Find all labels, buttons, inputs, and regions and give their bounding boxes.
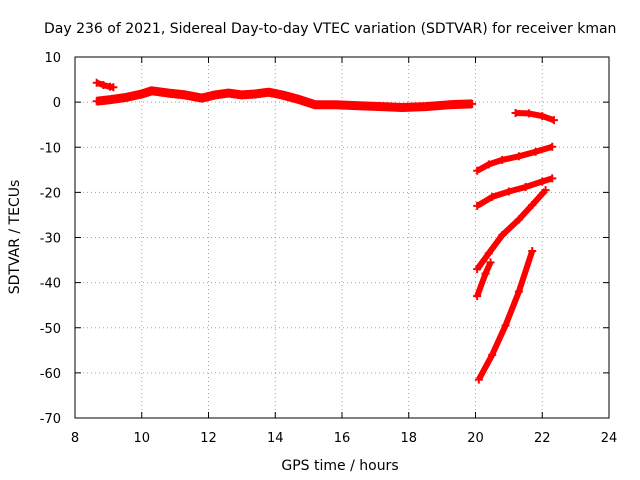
data-point [514,287,523,296]
series-late-top [515,110,555,124]
data-point [398,103,407,112]
data-point [488,350,497,359]
x-tick-label: 18 [400,431,417,446]
data-point [137,90,146,99]
data-point [501,321,510,330]
data-point [488,192,497,201]
chart-title: Day 236 of 2021, Sidereal Day-to-day VTE… [44,21,616,37]
data-point [504,187,513,196]
data-point [164,89,173,98]
data-point [468,99,477,108]
data-point [311,100,320,109]
data-point [528,201,537,210]
data-point [197,94,206,103]
data-point [498,231,507,240]
data-point [538,112,547,121]
data-point [92,78,101,87]
data-point [444,100,453,109]
data-point [294,95,303,104]
x-tick-label: 10 [133,431,150,446]
data-series [92,78,558,384]
y-tick-label: -40 [40,277,61,292]
y-tick-label: -20 [40,186,61,201]
y-tick-label: -60 [40,367,61,382]
x-axis-label: GPS time / hours [281,458,398,474]
x-tick-label: 8 [71,431,79,446]
data-point [181,90,190,99]
data-point [331,100,340,109]
series-main-band [96,86,473,112]
data-point [481,269,490,278]
series-arc-3 [474,188,548,271]
data-point [92,97,101,106]
y-tick-label: -30 [40,232,61,247]
data-point [486,258,495,267]
x-tick-label: 20 [467,431,484,446]
data-point [378,102,387,111]
data-point [473,292,482,301]
data-point [531,147,540,156]
y-tick-labels: 10 0 -10 -20 -30 -40 -50 -60 -70 [40,51,61,427]
data-point [514,215,523,224]
data-point [484,160,493,169]
y-tick-label: -70 [40,412,61,427]
data-point [548,142,557,151]
data-point [211,90,220,99]
y-tick-label: -50 [40,322,61,337]
data-point [473,265,482,274]
x-tick-label: 14 [267,431,284,446]
x-tick-label: 22 [534,431,551,446]
data-point [549,116,558,125]
data-point [421,102,430,111]
y-tick-label: 10 [44,51,61,66]
data-point [264,88,273,97]
x-tick-label: 24 [601,431,618,446]
data-point [498,155,507,164]
data-point [109,83,118,92]
data-point [147,86,156,95]
data-point [528,247,537,256]
data-point [511,108,520,117]
data-point [277,90,286,99]
data-point [473,201,482,210]
y-axis-label: SDTVAR / TECUs [7,180,23,295]
axis-ticks [74,56,610,419]
data-point [99,80,108,89]
x-tick-label: 12 [200,431,217,446]
x-tick-labels: 8 10 12 14 16 18 20 22 24 [71,431,617,446]
data-point [474,375,483,384]
data-point [354,101,363,110]
data-point [524,109,533,118]
data-point [237,90,246,99]
data-point [484,249,493,258]
data-point [521,182,530,191]
data-point [514,152,523,161]
y-tick-label: 0 [53,96,61,111]
x-tick-label: 16 [334,431,351,446]
data-point [224,89,233,98]
data-point [548,174,557,183]
data-point [104,95,113,104]
data-point [541,186,550,195]
data-point [473,166,482,175]
data-point [121,93,130,102]
y-tick-label: -10 [40,141,61,156]
data-point [251,90,260,99]
data-point [538,177,547,186]
